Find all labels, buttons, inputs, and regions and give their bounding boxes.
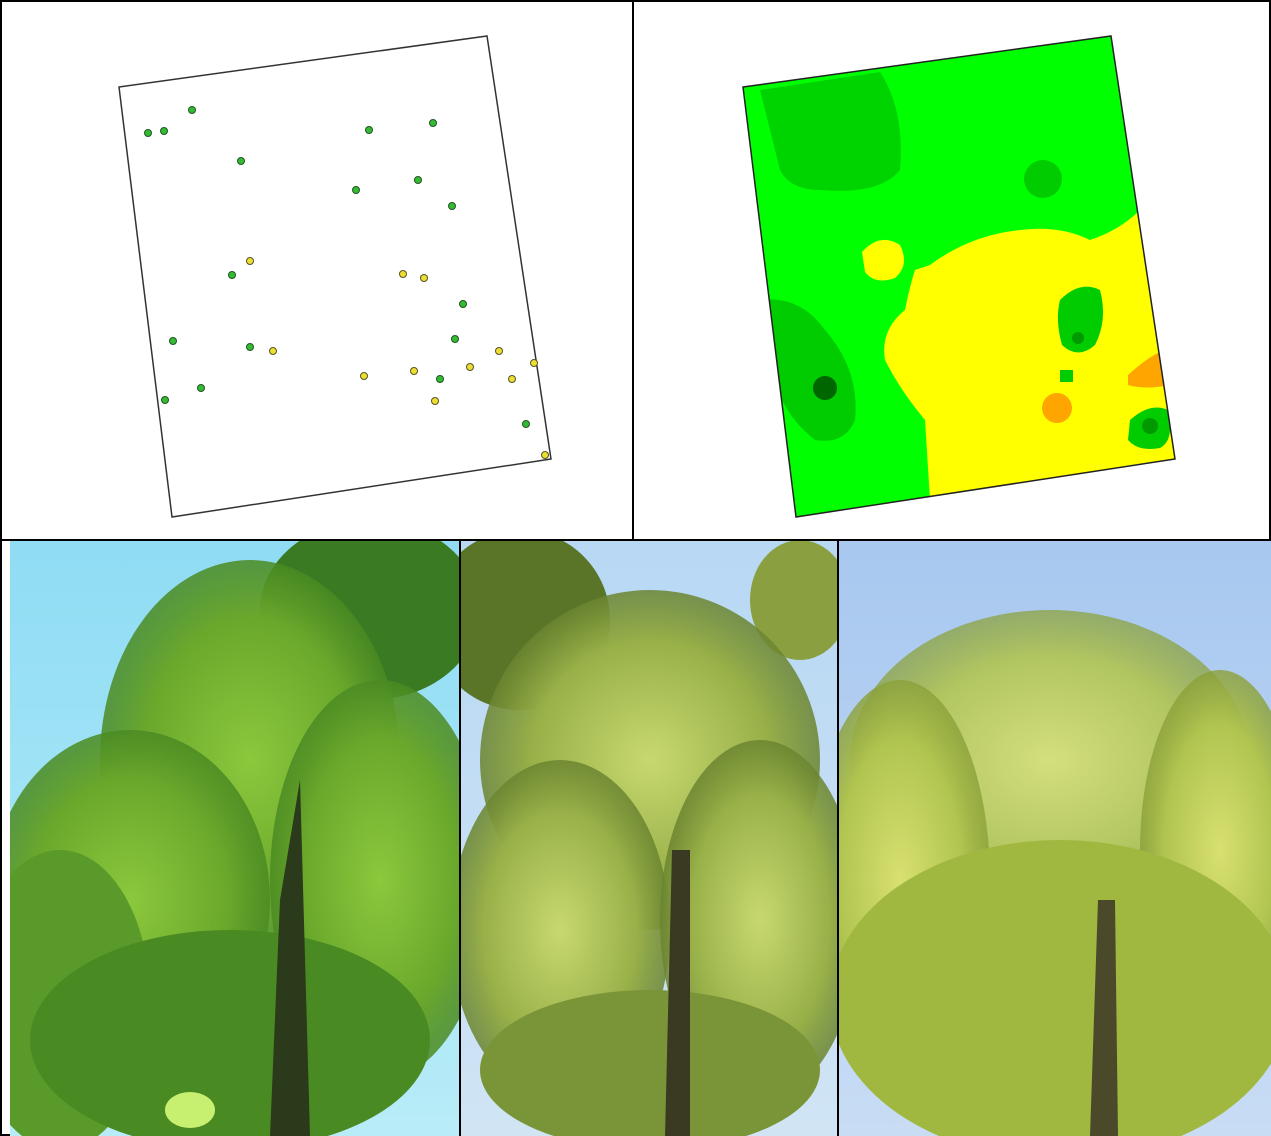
green-points	[144, 106, 530, 428]
plot-boundary	[118, 35, 552, 518]
tree-photo	[461, 541, 838, 1136]
plot-boundary	[742, 35, 1176, 518]
tree-photo	[839, 541, 1271, 1136]
yellow-points	[246, 257, 549, 459]
tree-photo	[10, 541, 460, 1136]
point-map	[118, 35, 552, 518]
surface-map	[742, 35, 1176, 518]
